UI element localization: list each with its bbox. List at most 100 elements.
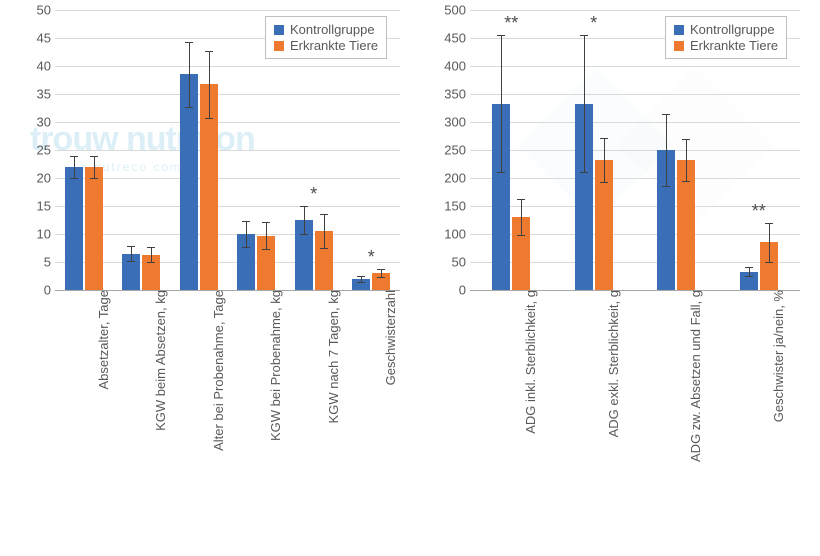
error-bar: [604, 138, 605, 183]
y-tick-label: 200: [444, 171, 470, 186]
error-cap: [127, 246, 135, 247]
error-bar: [501, 35, 502, 173]
gridline: [470, 206, 800, 207]
y-tick-label: 0: [459, 283, 470, 298]
error-bar: [749, 267, 750, 276]
error-cap: [70, 156, 78, 157]
category-label: Alter bei Probenahme, Tage: [205, 290, 226, 451]
category-label: KGW bei Probenahme, kg: [262, 290, 283, 441]
category-label: ADG zw. Absetzen und Fall, g: [682, 290, 703, 462]
y-tick-label: 40: [37, 59, 55, 74]
error-bar: [131, 246, 132, 261]
gridline: [55, 262, 400, 263]
error-bar: [686, 139, 687, 182]
gridline: [55, 206, 400, 207]
legend-row-series1: Kontrollgruppe: [274, 22, 378, 37]
error-cap: [147, 262, 155, 263]
error-bar: [151, 247, 152, 262]
bar-series2: [85, 167, 103, 290]
error-cap: [377, 269, 385, 270]
y-tick-label: 300: [444, 115, 470, 130]
y-tick-label: 250: [444, 143, 470, 158]
legend-row-series2-r: Erkrankte Tiere: [674, 38, 778, 53]
error-cap: [662, 186, 670, 187]
error-cap: [127, 261, 135, 262]
error-cap: [682, 139, 690, 140]
error-cap: [205, 118, 213, 119]
y-tick-label: 45: [37, 31, 55, 46]
error-cap: [377, 277, 385, 278]
error-cap: [682, 181, 690, 182]
error-bar: [266, 222, 267, 249]
legend-label-series2: Erkrankte Tiere: [290, 38, 378, 53]
error-cap: [320, 214, 328, 215]
error-cap: [745, 267, 753, 268]
significance-marker: **: [504, 13, 518, 34]
error-cap: [242, 221, 250, 222]
error-bar: [769, 223, 770, 262]
gridline: [55, 150, 400, 151]
error-cap: [205, 51, 213, 52]
y-tick-label: 10: [37, 227, 55, 242]
error-bar: [74, 156, 75, 178]
category-label: KGW nach 7 Tagen, kg: [320, 290, 341, 423]
category-label: Geschwisterzahl: [377, 290, 398, 385]
legend-swatch-series1: [274, 25, 284, 35]
error-bar: [381, 269, 382, 277]
error-cap: [745, 276, 753, 277]
y-tick-label: 0: [44, 283, 55, 298]
legend-swatch-series2: [274, 41, 284, 51]
y-tick-label: 50: [452, 255, 470, 270]
legend-label-series2-r: Erkrankte Tiere: [690, 38, 778, 53]
error-cap: [262, 222, 270, 223]
gridline: [55, 178, 400, 179]
error-cap: [185, 107, 193, 108]
y-tick-label: 500: [444, 3, 470, 18]
error-cap: [70, 178, 78, 179]
error-cap: [262, 249, 270, 250]
category-label: KGW beim Absetzen, kg: [147, 290, 168, 431]
error-cap: [320, 248, 328, 249]
error-cap: [90, 178, 98, 179]
gridline: [55, 66, 400, 67]
category-label: ADG exkl. Sterblichkeit, g: [600, 290, 621, 437]
error-cap: [497, 35, 505, 36]
y-tick-label: 30: [37, 115, 55, 130]
error-cap: [300, 234, 308, 235]
error-bar: [246, 221, 247, 248]
significance-marker: *: [310, 184, 317, 205]
gridline: [470, 94, 800, 95]
legend-left: Kontrollgruppe Erkrankte Tiere: [265, 16, 387, 59]
error-cap: [90, 156, 98, 157]
legend-label-series1: Kontrollgruppe: [290, 22, 375, 37]
gridline: [55, 94, 400, 95]
y-tick-label: 25: [37, 143, 55, 158]
gridline: [470, 66, 800, 67]
y-tick-label: 15: [37, 199, 55, 214]
error-cap: [242, 247, 250, 248]
error-cap: [662, 114, 670, 115]
error-cap: [300, 206, 308, 207]
error-bar: [324, 214, 325, 248]
error-cap: [580, 172, 588, 173]
error-bar: [584, 35, 585, 173]
error-cap: [357, 282, 365, 283]
legend-swatch-series2-r: [674, 41, 684, 51]
error-cap: [517, 199, 525, 200]
gridline: [55, 234, 400, 235]
y-tick-label: 150: [444, 199, 470, 214]
y-tick-label: 350: [444, 87, 470, 102]
gridline: [470, 10, 800, 11]
error-cap: [765, 223, 773, 224]
legend-row-series2: Erkrankte Tiere: [274, 38, 378, 53]
gridline: [55, 10, 400, 11]
error-cap: [517, 235, 525, 236]
significance-marker: *: [368, 247, 375, 268]
error-cap: [357, 276, 365, 277]
error-cap: [185, 42, 193, 43]
error-bar: [209, 51, 210, 117]
gridline: [470, 122, 800, 123]
legend-swatch-series1-r: [674, 25, 684, 35]
error-bar: [304, 206, 305, 234]
gridline: [470, 178, 800, 179]
